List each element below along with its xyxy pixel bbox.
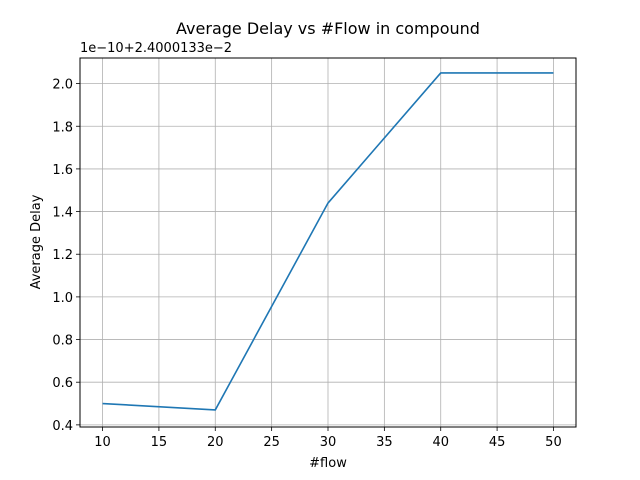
x-tick-label: 10 — [94, 435, 111, 450]
x-tick-label: 15 — [151, 435, 168, 450]
series-group — [102, 72, 554, 411]
x-tick-label: 45 — [489, 435, 506, 450]
y-tick-label: 0.6 — [52, 376, 73, 391]
x-axis-label: #flow — [309, 456, 347, 471]
y-axis-ticks: 0.4 0.6 0.8 1.0 1.2 1.4 1.6 1.8 2.0 — [52, 78, 80, 434]
x-tick-label: 20 — [207, 435, 224, 450]
y-tick-label: 1.2 — [52, 248, 73, 263]
series-line — [102, 72, 554, 411]
x-tick-label: 35 — [376, 435, 393, 450]
x-tick-label: 30 — [320, 435, 337, 450]
y-axis-label: Average Delay — [29, 194, 44, 289]
y-tick-label: 1.6 — [52, 163, 73, 178]
y-tick-label: 1.4 — [52, 206, 73, 221]
y-tick-label: 0.8 — [52, 334, 73, 349]
y-tick-label: 1.8 — [52, 120, 73, 135]
x-tick-label: 25 — [263, 435, 280, 450]
x-tick-label: 50 — [545, 435, 562, 450]
y-tick-label: 0.4 — [52, 419, 73, 434]
x-axis-ticks: 10 15 20 25 30 35 40 45 50 — [94, 427, 562, 450]
chart-title: Average Delay vs #Flow in compound — [176, 19, 480, 38]
y-offset-text: 1e−10+2.4000133e−2 — [80, 41, 232, 56]
grid-lines — [80, 58, 576, 427]
plot-frame — [79, 57, 577, 428]
y-tick-label: 2.0 — [52, 78, 73, 93]
y-tick-label: 1.0 — [52, 291, 73, 306]
x-tick-label: 40 — [432, 435, 449, 450]
